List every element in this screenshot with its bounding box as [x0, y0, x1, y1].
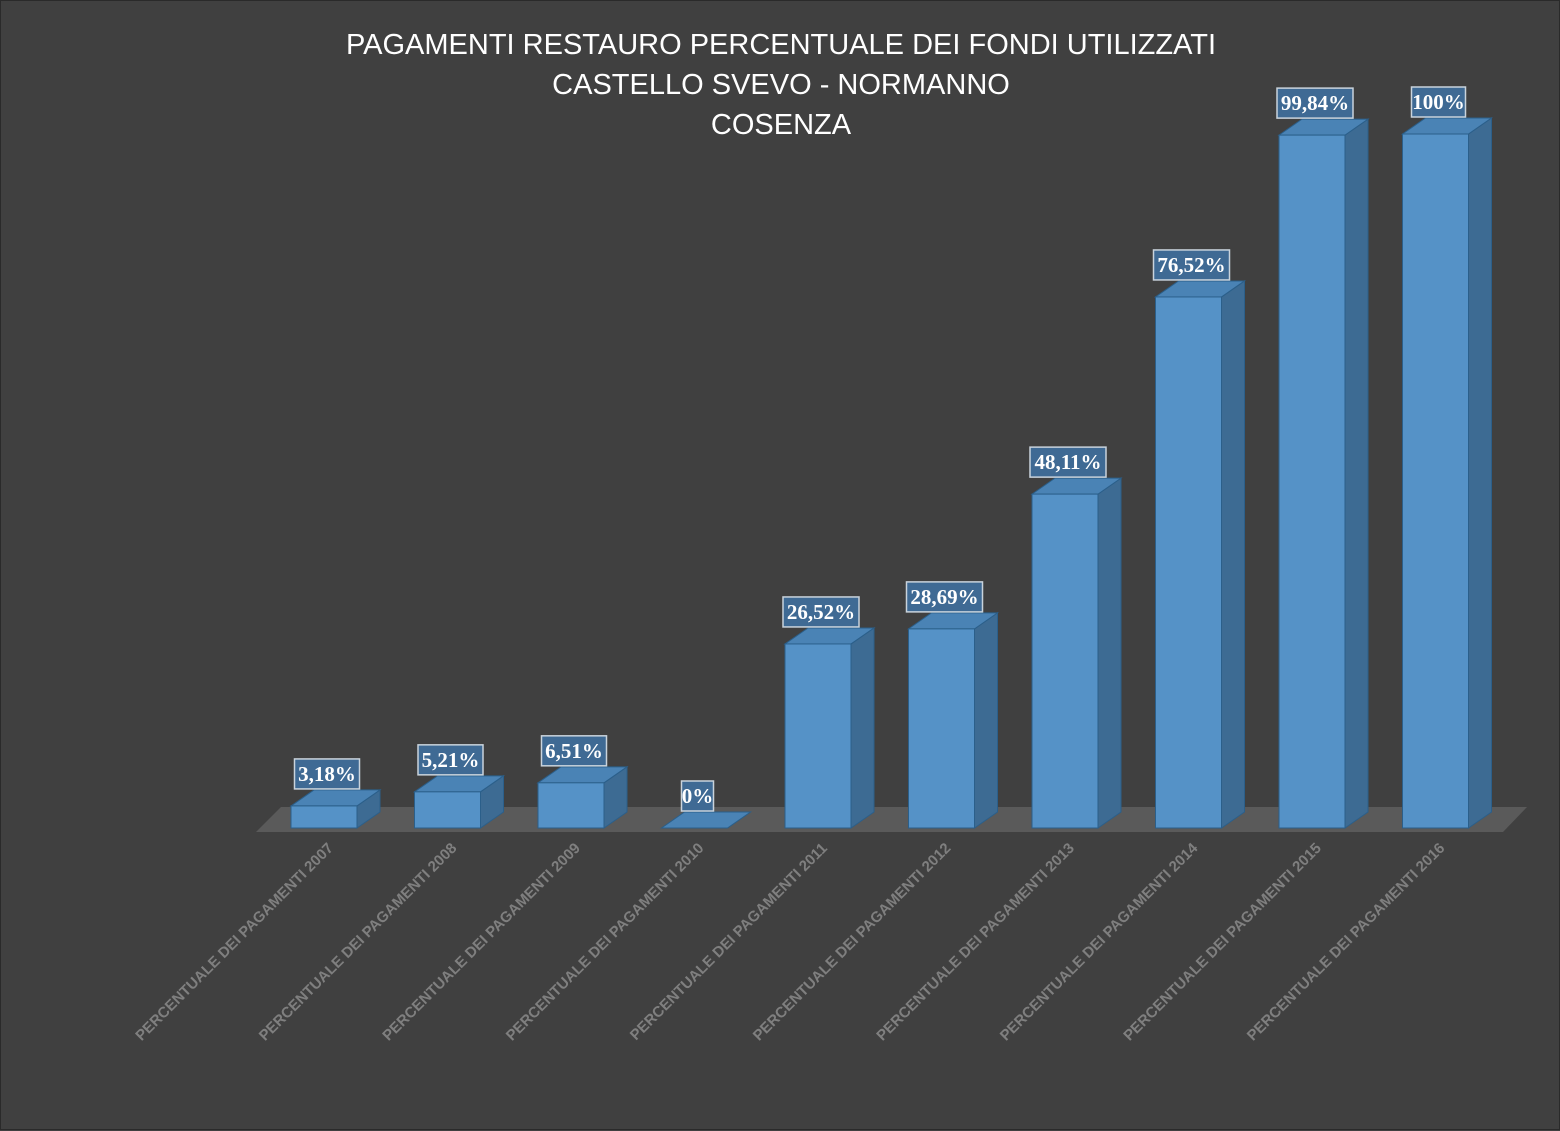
bar-side-face: [974, 611, 998, 829]
data-label-2: 5,21%: [417, 744, 484, 776]
data-label-text: 26,52%: [787, 600, 855, 624]
data-label-text: 100%: [1412, 90, 1465, 114]
bar-front-face: [1031, 493, 1099, 829]
data-label-10: 100%: [1410, 86, 1467, 118]
data-label-text: 0%: [682, 784, 714, 808]
data-label-box: [540, 735, 608, 767]
bar-front-face: [1155, 296, 1222, 829]
data-label-text: 48,11%: [1034, 450, 1101, 474]
data-label-box: [1276, 87, 1354, 119]
bar-3: [536, 765, 629, 829]
data-label-box: [1410, 86, 1467, 118]
bar-6: [906, 611, 1000, 829]
x-tick-label-3: PERCENTUALE DEI PAGAMENTI 2009: [379, 840, 584, 1045]
bar-7: [1030, 477, 1123, 829]
x-tick-label-6: PERCENTUALE DEI PAGAMENTI 2012: [750, 840, 955, 1045]
data-label-text: 6,51%: [545, 739, 603, 763]
data-label-3: 6,51%: [540, 735, 608, 767]
x-tick-label-10: PERCENTUALE DEI PAGAMENTI 2016: [1244, 840, 1449, 1045]
data-label-text: 28,69%: [910, 585, 978, 609]
data-label-text: 99,84%: [1281, 91, 1349, 115]
bar-front-face: [784, 643, 852, 829]
data-label-box: [680, 780, 715, 812]
x-axis-tick-labels: PERCENTUALE DEI PAGAMENTI 2007PERCENTUAL…: [132, 839, 1448, 1044]
x-tick-label-7: PERCENTUALE DEI PAGAMENTI 2013: [873, 840, 1078, 1045]
bar-front-face: [1402, 133, 1469, 829]
bar-4: [659, 811, 753, 829]
bar-front-face: [290, 805, 358, 829]
x-tick-label-8: PERCENTUALE DEI PAGAMENTI 2014: [997, 839, 1202, 1044]
data-label-box: [1029, 446, 1107, 478]
data-label-5: 26,52%: [782, 596, 860, 628]
bar-side-face: [850, 626, 875, 829]
data-label-7: 48,11%: [1029, 446, 1107, 478]
data-label-box: [782, 596, 860, 628]
data-label-text: 3,18%: [298, 762, 356, 786]
bar-8: [1153, 279, 1247, 829]
data-label-box: [417, 744, 484, 776]
bar-9: [1277, 118, 1370, 829]
data-label-text: 76,52%: [1157, 253, 1225, 277]
bar-5: [783, 626, 876, 829]
data-label-box: [905, 581, 984, 613]
bar-series: [289, 117, 1494, 829]
bar-10: [1400, 117, 1494, 829]
x-tick-label-1: PERCENTUALE DEI PAGAMENTI 2007: [132, 840, 337, 1045]
bar-front-face: [908, 628, 975, 829]
bar-2: [412, 774, 506, 829]
bar-front-face: [537, 782, 605, 829]
data-label-1: 3,18%: [293, 758, 361, 790]
data-label-box: [1152, 249, 1231, 281]
data-label-9: 99,84%: [1276, 87, 1354, 119]
data-label-text: 5,21%: [422, 748, 480, 772]
bar-side-face: [1344, 118, 1369, 829]
data-labels: 3,18% 5,21% 6,51% 0% 26,52% 28,69% 48,11% 76,52…: [293, 86, 1467, 812]
x-tick-label-4: PERCENTUALE DEI PAGAMENTI 2010: [503, 840, 708, 1045]
x-tick-label-9: PERCENTUALE DEI PAGAMENTI 2015: [1120, 840, 1325, 1045]
data-label-8: 76,52%: [1152, 249, 1231, 281]
x-tick-label-2: PERCENTUALE DEI PAGAMENTI 2008: [256, 840, 461, 1045]
data-label-box: [293, 758, 361, 790]
bar-top-face: [659, 811, 753, 829]
bar-side-face: [1468, 117, 1492, 829]
bar-1: [289, 788, 382, 829]
bar-front-face: [1278, 134, 1346, 829]
x-tick-label-5: PERCENTUALE DEI PAGAMENTI 2011: [627, 840, 831, 1044]
bar-side-face: [1221, 279, 1245, 829]
data-label-4: 0%: [680, 780, 715, 812]
data-label-6: 28,69%: [905, 581, 984, 613]
chart-title: PAGAMENTI RESTAURO PERCENTUALE DEI FONDI…: [345, 29, 1217, 141]
bar-front-face: [414, 791, 481, 829]
bar-side-face: [1097, 477, 1122, 829]
